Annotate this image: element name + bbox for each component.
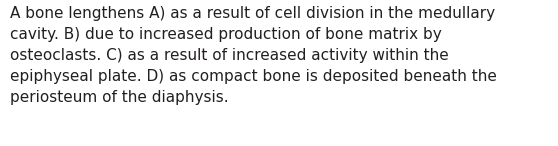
Text: A bone lengthens A) as a result of cell division in the medullary
cavity. B) due: A bone lengthens A) as a result of cell … [10, 6, 497, 105]
